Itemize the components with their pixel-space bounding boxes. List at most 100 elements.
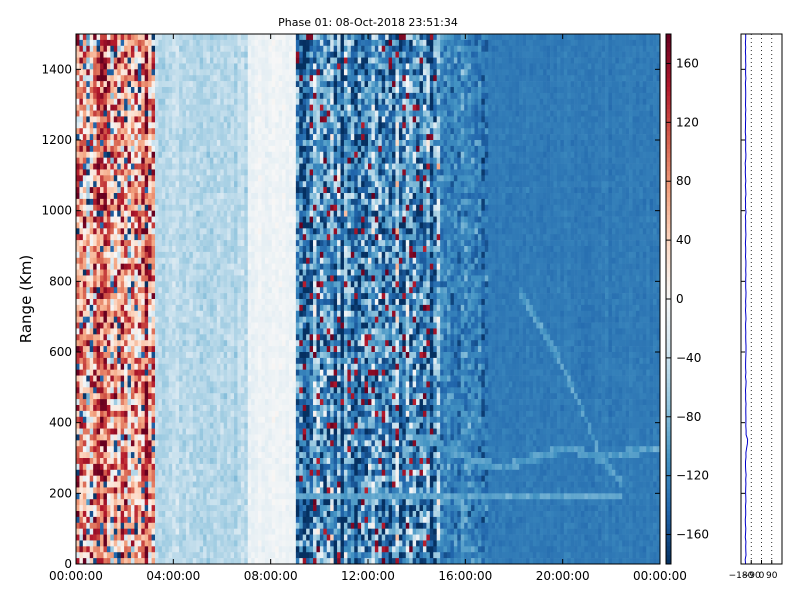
heatmap-cell (148, 39, 152, 47)
heatmap-cell (179, 352, 183, 359)
heatmap-cell (237, 193, 242, 200)
heatmap-cell (192, 157, 197, 164)
heatmap-cell (196, 163, 200, 170)
heatmap-cell (168, 169, 173, 176)
heatmap-cell (182, 287, 187, 294)
heatmap-cell (216, 104, 221, 111)
heatmap-cell (258, 210, 262, 217)
heatmap-cell (206, 446, 211, 453)
heatmap-cell (261, 122, 266, 129)
heatmap-cell (155, 505, 159, 512)
heatmap-cell (89, 316, 94, 323)
heatmap-cell (247, 399, 252, 406)
heatmap-cell (110, 175, 115, 182)
heatmap-cell (230, 416, 235, 423)
heatmap-cell (155, 511, 159, 518)
heatmap-cell (113, 540, 118, 547)
heatmap-cell (117, 340, 121, 347)
heatmap-cell (137, 246, 142, 253)
heatmap-cell (258, 428, 262, 435)
heatmap-cell (151, 552, 156, 559)
heatmap-cell (213, 116, 218, 123)
heatmap-cell (230, 446, 235, 453)
heatmap-cell (134, 352, 139, 359)
heatmap-cell (93, 187, 97, 194)
heatmap-cell (100, 87, 104, 94)
heatmap-cell (93, 246, 97, 253)
heatmap-cell (264, 134, 269, 141)
heatmap-cell (216, 145, 221, 153)
heatmap-cell (124, 546, 128, 553)
heatmap-cell (155, 322, 159, 329)
heatmap-cell (213, 546, 218, 553)
heatmap-cell (185, 422, 190, 429)
heatmap-cell (216, 346, 221, 353)
heatmap-cell (127, 316, 132, 323)
heatmap-cell (199, 322, 204, 329)
heatmap-cell (244, 175, 249, 182)
heatmap-cell (106, 434, 111, 441)
heatmap-cell (100, 381, 104, 388)
heatmap-cell (261, 34, 266, 41)
heatmap-cell (161, 210, 166, 217)
heatmap-cell (120, 246, 125, 253)
heatmap-cell (258, 216, 262, 223)
heatmap-cell (261, 157, 266, 164)
heatmap-cell (251, 175, 255, 182)
heatmap-cell (182, 57, 187, 64)
heatmap-cell (254, 134, 259, 141)
heatmap-cell (223, 375, 228, 382)
heatmap-cell (240, 334, 245, 341)
heatmap-cell (127, 75, 132, 82)
heatmap-cell (93, 157, 97, 164)
heatmap-cell (244, 516, 249, 524)
heatmap-cell (120, 416, 125, 423)
heatmap-cell (203, 475, 207, 482)
heatmap-cell (76, 369, 80, 376)
heatmap-cell (141, 469, 146, 476)
heatmap-cell (223, 81, 228, 88)
heatmap-cell (189, 251, 194, 259)
heatmap-cell (261, 552, 266, 559)
heatmap-cell (261, 234, 266, 241)
heatmap-cell (209, 240, 214, 247)
heatmap-cell (103, 528, 108, 535)
heatmap-cell (240, 505, 245, 512)
heatmap-cell (196, 140, 200, 147)
heatmap-cell (79, 463, 84, 471)
heatmap-cell (151, 110, 156, 117)
heatmap-cell (134, 534, 139, 541)
heatmap-cell (148, 511, 152, 518)
heatmap-cell (189, 128, 194, 135)
heatmap-cell (203, 440, 207, 447)
heatmap-cell (227, 393, 231, 400)
heatmap-cell (76, 240, 80, 247)
heatmap-cell (189, 516, 194, 524)
heatmap-cell (244, 558, 249, 565)
heatmap-cell (175, 122, 180, 129)
heatmap-cell (100, 434, 104, 441)
heatmap-cell (261, 452, 266, 459)
heatmap-cell (144, 210, 149, 217)
heatmap-cell (172, 251, 176, 259)
heatmap-cell (237, 346, 242, 353)
heatmap-cell (227, 281, 231, 288)
heatmap-cell (96, 316, 101, 323)
heatmap-cell (89, 516, 94, 524)
heatmap-cell (220, 334, 225, 341)
heatmap-cell (220, 434, 225, 441)
heatmap-cell (175, 458, 180, 465)
heatmap-cell (82, 281, 87, 288)
heatmap-cell (227, 522, 231, 529)
heatmap-cell (124, 540, 128, 547)
heatmap-cell (179, 481, 183, 488)
heatmap-cell (179, 140, 183, 147)
heatmap-cell (113, 128, 118, 135)
heatmap-cell (86, 257, 91, 264)
heatmap-cell (155, 246, 159, 253)
heatmap-cell (203, 405, 207, 412)
heatmap-cell (113, 346, 118, 353)
heatmap-cell (117, 287, 121, 294)
heatmap-cell (141, 128, 146, 135)
heatmap-cell (130, 287, 135, 294)
